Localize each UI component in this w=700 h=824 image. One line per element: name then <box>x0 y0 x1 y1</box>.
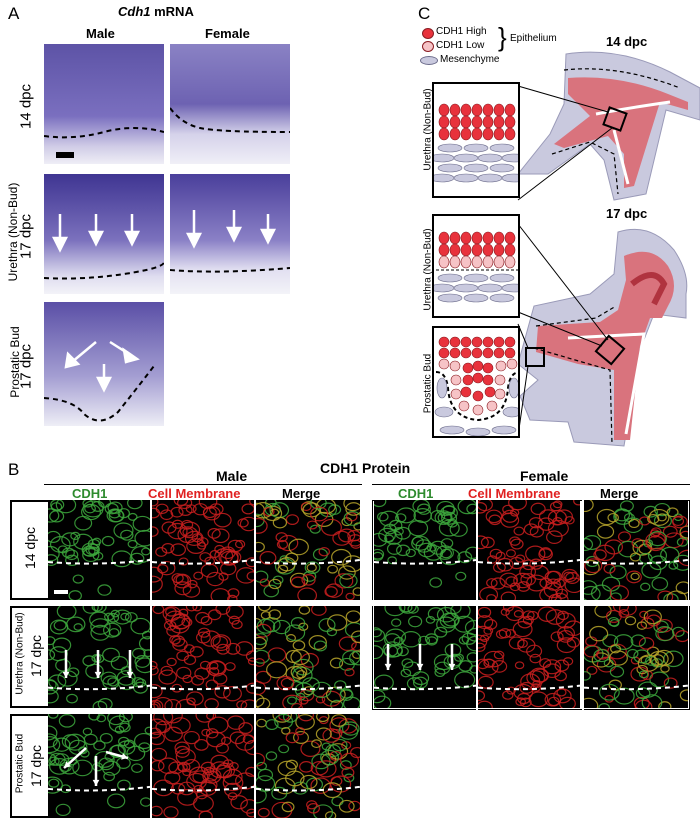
ish-male-17dpc-bud <box>44 302 164 426</box>
ish-male-17dpc-nonbud <box>44 174 164 294</box>
panel-a-title: Cdh1 mRNA <box>118 4 194 19</box>
female-tile-r1-m <box>584 606 688 708</box>
scale-bar <box>56 152 74 158</box>
arrow-female-nonbud-0 <box>384 644 392 670</box>
label-female: Female <box>520 468 569 484</box>
arrow-male-bud-0 <box>63 747 87 769</box>
stage-label-14dpc: 14 dpc <box>606 34 648 49</box>
male-ch-cdh1: CDH1 <box>72 486 108 501</box>
male-divider <box>44 484 362 485</box>
schematic-17dpc <box>517 223 688 447</box>
female-ch-merge: Merge <box>600 486 639 501</box>
female-ch-cdh1: CDH1 <box>398 486 434 501</box>
scale-bar-b <box>54 590 68 594</box>
legend-epithelium-label: Epithelium <box>510 33 557 44</box>
male-tile-r1-m <box>256 606 360 708</box>
male-ch-membrane: Cell Membrane <box>148 486 241 501</box>
urethra-lumen-17dpc <box>630 272 668 306</box>
legend-mes-label: Mesenchyme <box>440 54 500 65</box>
arrow-female-nonbud-1 <box>416 644 424 670</box>
inset-marker-17dpc-nonbud <box>594 334 626 366</box>
inset-nonbud-17dpc <box>432 214 520 318</box>
female-tile-r1-r <box>478 606 580 708</box>
female-tile-r0-m <box>584 500 688 600</box>
inset-bud-17dpc <box>432 326 520 438</box>
female-tile-r1-g <box>374 606 476 708</box>
arrow-male-nonbud-1 <box>94 650 102 678</box>
female-divider <box>372 484 690 485</box>
arrow-male-bud-1 <box>92 756 100 786</box>
schematic-14dpc <box>516 51 700 201</box>
panel-a-letter: A <box>8 4 20 23</box>
female-tile-r0-g <box>374 500 476 600</box>
inset-marker-14dpc <box>602 106 628 132</box>
ish-male-14dpc <box>44 44 164 164</box>
female-tile-r0-r <box>478 500 580 600</box>
legend-mes-swatch <box>420 56 438 65</box>
ish-female-17dpc-nonbud <box>170 174 290 294</box>
legend-brace: } <box>498 22 507 52</box>
ish-female-14dpc <box>170 44 290 164</box>
urethra-17dpc <box>536 251 674 440</box>
inset-marker-17dpc-bud <box>525 347 545 367</box>
col-label-male: Male <box>86 26 115 41</box>
arrow-male-nonbud-2 <box>126 650 134 678</box>
male-tile-r0-m <box>256 500 360 600</box>
legend-low-swatch <box>422 41 434 52</box>
title-suffix: mRNA <box>150 4 194 19</box>
gene-name: Cdh1 <box>118 4 151 19</box>
legend: CDH1 High CDH1 Low } Epithelium Mesenchy… <box>418 22 578 72</box>
male-tile-r1-r <box>152 606 254 708</box>
male-tile-r2-r <box>152 714 254 818</box>
col-label-female: Female <box>205 26 250 41</box>
panel-b-letter: B <box>8 460 20 479</box>
panel-b-title: CDH1 Protein <box>320 460 411 476</box>
legend-low-label: CDH1 Low <box>436 40 485 51</box>
inset-nonbud-14dpc <box>432 82 520 198</box>
label-male: Male <box>216 468 248 484</box>
legend-high-swatch <box>422 28 434 39</box>
male-tile-r2-m <box>256 714 360 818</box>
panel-c-letter: C <box>418 4 431 23</box>
female-ch-membrane: Cell Membrane <box>468 486 561 501</box>
arrow-female-nonbud-2 <box>448 644 456 670</box>
stage-label-17dpc: 17 dpc <box>606 206 648 221</box>
arrow-male-bud-2 <box>105 750 129 760</box>
epithelium-high-cells <box>438 103 516 141</box>
mesenchyme-cells <box>434 143 518 183</box>
legend-high-label: CDH1 High <box>436 26 487 37</box>
male-tile-r0-r <box>152 500 254 600</box>
male-ch-merge: Merge <box>282 486 321 501</box>
male-tile-r0-g <box>48 500 150 600</box>
arrow-male-nonbud-0 <box>62 650 70 678</box>
